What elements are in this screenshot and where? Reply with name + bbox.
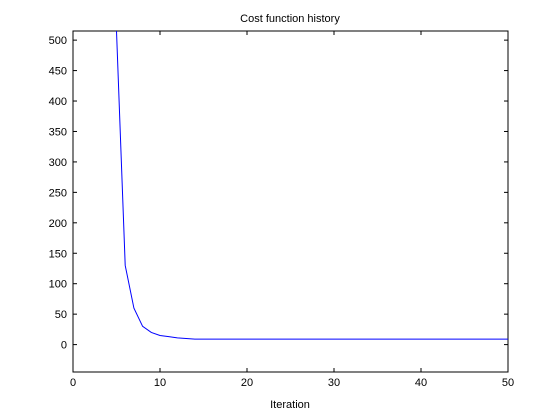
plot-area [73, 31, 508, 372]
y-tick-label: 0 [61, 340, 67, 352]
y-tick-label: 100 [49, 279, 67, 291]
y-tick-label: 250 [49, 187, 67, 199]
y-tick-label: 150 [49, 248, 67, 260]
x-tick-label: 50 [502, 377, 514, 389]
y-tick-label: 500 [49, 35, 67, 47]
y-tick-label: 400 [49, 96, 67, 108]
y-tick-label: 450 [49, 66, 67, 78]
x-tick-label: 40 [415, 377, 427, 389]
x-tick-label: 10 [154, 377, 166, 389]
y-tick-label: 50 [55, 309, 67, 321]
y-tick-label: 200 [49, 218, 67, 230]
x-tick-label: 0 [70, 377, 76, 389]
y-tick-label: 350 [49, 126, 67, 138]
y-tick-label: 300 [49, 157, 67, 169]
x-tick-label: 30 [328, 377, 340, 389]
x-tick-label: 20 [241, 377, 253, 389]
chart-title: Cost function history [240, 13, 340, 25]
x-axis-label: Iteration [270, 399, 310, 411]
